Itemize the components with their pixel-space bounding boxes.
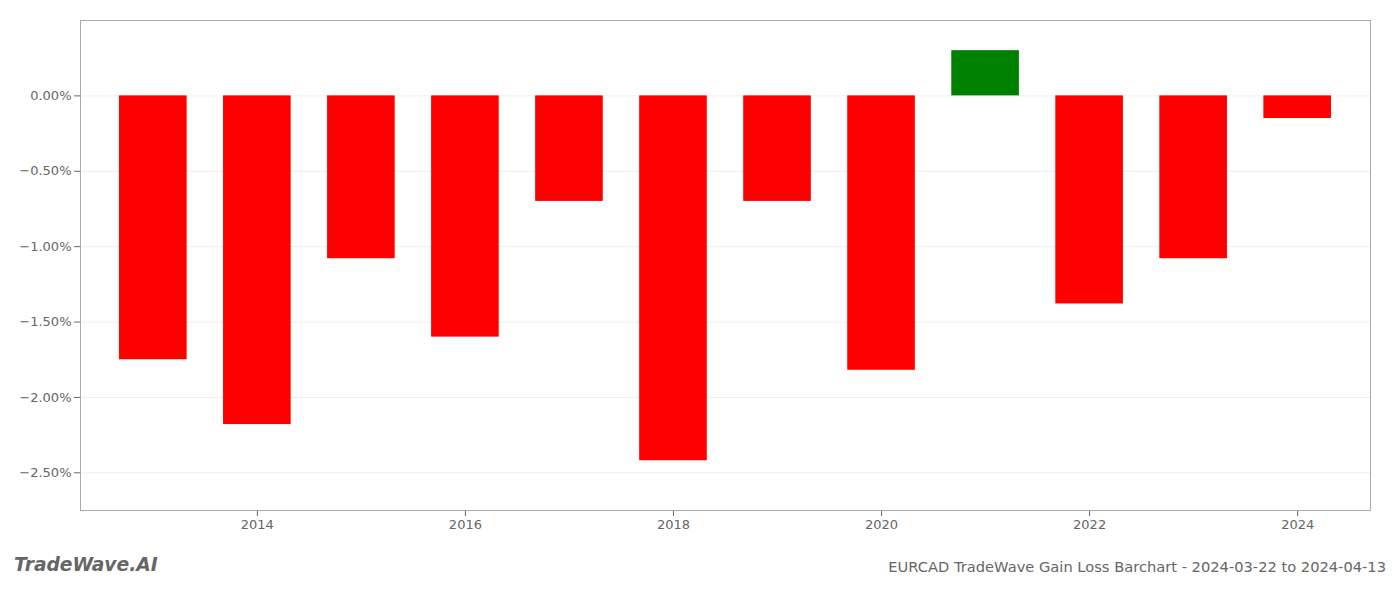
svg-text:0.00%: 0.00% (30, 88, 71, 103)
svg-text:2014: 2014 (241, 517, 274, 532)
svg-text:−2.00%: −2.00% (19, 390, 71, 405)
html-text:EURCAD TradeWave Gain Loss Bar: EURCAD TradeWave Gain Loss Barchart - 20… (888, 558, 1386, 575)
svg-text:2022: 2022 (1073, 517, 1106, 532)
svg-text:2016: 2016 (449, 517, 482, 532)
svg-text:2018: 2018 (657, 517, 690, 532)
svg-text:−0.50%: −0.50% (19, 163, 71, 178)
svg-text:−2.50%: −2.50% (19, 465, 71, 480)
svg-text:−1.50%: −1.50% (19, 314, 71, 329)
svg-text:−1.00%: −1.00% (19, 239, 71, 254)
svg-text:2020: 2020 (865, 517, 898, 532)
html-text:TradeWave.AI: TradeWave.AI (14, 554, 158, 575)
svg-text:2024: 2024 (1281, 517, 1314, 532)
